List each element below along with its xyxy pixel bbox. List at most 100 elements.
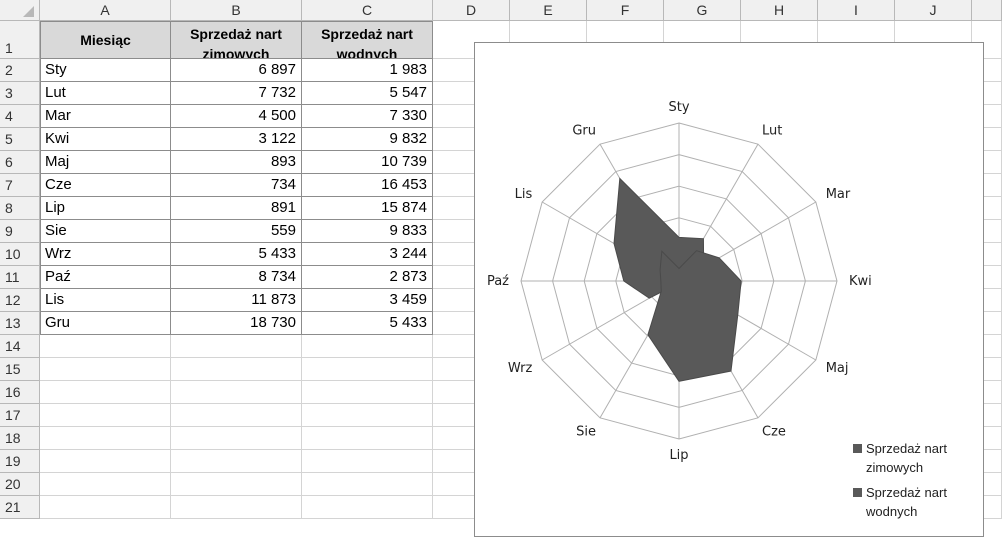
cell[interactable] xyxy=(302,496,433,519)
value-cell[interactable]: 1 983 xyxy=(302,59,433,82)
month-cell[interactable]: Wrz xyxy=(40,243,171,266)
column-header-e[interactable]: E xyxy=(510,0,587,21)
row-header-12[interactable]: 12 xyxy=(0,289,40,312)
month-cell[interactable]: Mar xyxy=(40,105,171,128)
row-header-1[interactable]: 1 xyxy=(0,21,40,59)
cell[interactable] xyxy=(302,358,433,381)
radar-category-label: Sty xyxy=(668,100,689,115)
row-header-10[interactable]: 10 xyxy=(0,243,40,266)
value-cell[interactable]: 5 433 xyxy=(171,243,302,266)
month-cell[interactable]: Gru xyxy=(40,312,171,335)
value-cell[interactable]: 559 xyxy=(171,220,302,243)
value-cell[interactable]: 5 547 xyxy=(302,82,433,105)
row-header-6[interactable]: 6 xyxy=(0,151,40,174)
month-cell[interactable]: Maj xyxy=(40,151,171,174)
table-header-water-ski-sales[interactable]: Sprzedaż nart wodnych xyxy=(302,21,433,59)
column-header-a[interactable]: A xyxy=(40,0,171,21)
cell[interactable] xyxy=(302,450,433,473)
column-header-i[interactable]: I xyxy=(818,0,895,21)
table-header-winter-ski-sales[interactable]: Sprzedaż nart zimowych xyxy=(171,21,302,59)
row-header-3[interactable]: 3 xyxy=(0,82,40,105)
column-header-j[interactable]: J xyxy=(895,0,972,21)
row-header-20[interactable]: 20 xyxy=(0,473,40,496)
row-header-2[interactable]: 2 xyxy=(0,59,40,82)
cell[interactable] xyxy=(171,358,302,381)
column-header-k[interactable] xyxy=(972,0,1002,21)
value-cell[interactable]: 3 122 xyxy=(171,128,302,151)
table-header-month[interactable]: Miesiąc xyxy=(40,21,171,59)
cell[interactable] xyxy=(40,496,171,519)
value-cell[interactable]: 4 500 xyxy=(171,105,302,128)
month-cell[interactable]: Sty xyxy=(40,59,171,82)
row-header-14[interactable]: 14 xyxy=(0,335,40,358)
value-cell[interactable]: 10 739 xyxy=(302,151,433,174)
value-cell[interactable]: 18 730 xyxy=(171,312,302,335)
row-header-16[interactable]: 16 xyxy=(0,381,40,404)
row-header-19[interactable]: 19 xyxy=(0,450,40,473)
cell[interactable] xyxy=(171,404,302,427)
column-header-g[interactable]: G xyxy=(664,0,741,21)
value-cell[interactable]: 7 732 xyxy=(171,82,302,105)
value-cell[interactable]: 5 433 xyxy=(302,312,433,335)
value-cell[interactable]: 2 873 xyxy=(302,266,433,289)
cell[interactable] xyxy=(40,335,171,358)
cell[interactable] xyxy=(171,450,302,473)
month-cell[interactable]: Paź xyxy=(40,266,171,289)
cell[interactable] xyxy=(171,496,302,519)
value-cell[interactable]: 893 xyxy=(171,151,302,174)
row-header-15[interactable]: 15 xyxy=(0,358,40,381)
row-header-21[interactable]: 21 xyxy=(0,496,40,519)
select-all-corner[interactable] xyxy=(0,0,40,21)
value-cell[interactable]: 11 873 xyxy=(171,289,302,312)
row-header-8[interactable]: 8 xyxy=(0,197,40,220)
cell[interactable] xyxy=(171,473,302,496)
value-cell[interactable]: 3 459 xyxy=(302,289,433,312)
column-header-c[interactable]: C xyxy=(302,0,433,21)
value-cell[interactable]: 3 244 xyxy=(302,243,433,266)
row-header-13[interactable]: 13 xyxy=(0,312,40,335)
column-header-d[interactable]: D xyxy=(433,0,510,21)
cell[interactable] xyxy=(302,473,433,496)
value-cell[interactable]: 6 897 xyxy=(171,59,302,82)
column-header-b[interactable]: B xyxy=(171,0,302,21)
value-cell[interactable]: 8 734 xyxy=(171,266,302,289)
cell[interactable] xyxy=(40,358,171,381)
radar-chart[interactable]: Sty Lut Mar Kwi Maj Cze Lip Sie Wrz Paź Lis Gru Spr… xyxy=(474,42,984,537)
row-header-7[interactable]: 7 xyxy=(0,174,40,197)
value-cell[interactable]: 15 874 xyxy=(302,197,433,220)
cell[interactable] xyxy=(40,473,171,496)
month-cell[interactable]: Lip xyxy=(40,197,171,220)
value-cell[interactable]: 891 xyxy=(171,197,302,220)
value-cell[interactable]: 734 xyxy=(171,174,302,197)
row-header-4[interactable]: 4 xyxy=(0,105,40,128)
value-cell[interactable]: 9 832 xyxy=(302,128,433,151)
month-cell[interactable]: Cze xyxy=(40,174,171,197)
column-header-h[interactable]: H xyxy=(741,0,818,21)
value-cell[interactable]: 7 330 xyxy=(302,105,433,128)
row-header-5[interactable]: 5 xyxy=(0,128,40,151)
month-cell[interactable]: Lis xyxy=(40,289,171,312)
row-header-9[interactable]: 9 xyxy=(0,220,40,243)
cell[interactable] xyxy=(302,427,433,450)
month-cell[interactable]: Sie xyxy=(40,220,171,243)
cell[interactable] xyxy=(40,450,171,473)
month-cell[interactable]: Lut xyxy=(40,82,171,105)
value-cell[interactable]: 9 833 xyxy=(302,220,433,243)
cell[interactable] xyxy=(40,404,171,427)
cell[interactable] xyxy=(433,21,510,59)
cell[interactable] xyxy=(302,335,433,358)
cell[interactable] xyxy=(302,381,433,404)
cell[interactable] xyxy=(171,381,302,404)
column-header-f[interactable]: F xyxy=(587,0,664,21)
value-cell[interactable]: 16 453 xyxy=(302,174,433,197)
cell[interactable] xyxy=(40,427,171,450)
row-header-18[interactable]: 18 xyxy=(0,427,40,450)
cell[interactable] xyxy=(40,381,171,404)
chart-legend[interactable]: Sprzedaż nart zimowych Sprzedaż nart wod… xyxy=(853,439,976,527)
row-header-11[interactable]: 11 xyxy=(0,266,40,289)
cell[interactable] xyxy=(171,335,302,358)
cell[interactable] xyxy=(302,404,433,427)
cell[interactable] xyxy=(171,427,302,450)
month-cell[interactable]: Kwi xyxy=(40,128,171,151)
row-header-17[interactable]: 17 xyxy=(0,404,40,427)
